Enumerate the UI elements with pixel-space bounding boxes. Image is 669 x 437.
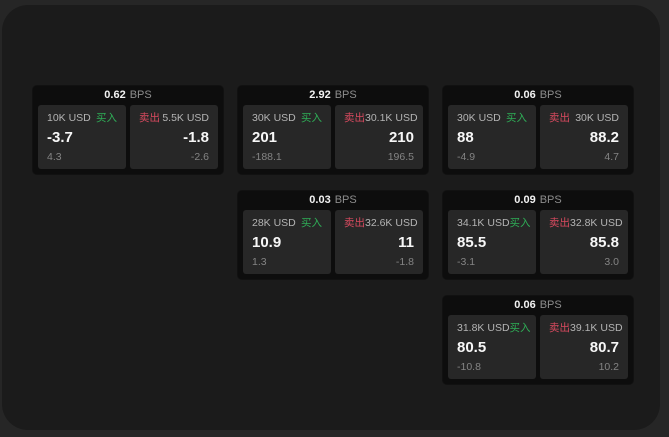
- quote-card: 0.09 BPS 34.1K USD 买入 85.5 -3.1 卖出 32.8K…: [443, 191, 633, 279]
- sell-delta-value: -1.8: [395, 256, 414, 268]
- bps-header: 0.62 BPS: [33, 86, 223, 105]
- buy-price-value: 80.5: [457, 338, 487, 356]
- bps-value: 0.06: [514, 299, 536, 311]
- sell-delta-value: 4.7: [604, 151, 619, 163]
- sell-tag: 卖出: [344, 112, 365, 124]
- buy-delta-value: 4.3: [47, 151, 62, 163]
- quote-card-grid: 0.62 BPS 10K USD 买入 -3.7 4.3 卖出 5.5K USD…: [33, 86, 633, 384]
- buy-tag: 买入: [301, 112, 322, 124]
- buy-notional-label: 34.1K USD: [457, 217, 510, 229]
- sell-tag: 卖出: [139, 112, 160, 124]
- quote-card: 0.03 BPS 28K USD 买入 10.9 1.3 卖出 32.6K US…: [238, 191, 428, 279]
- buy-delta-value: -4.9: [457, 151, 476, 163]
- bps-value: 0.06: [514, 89, 536, 101]
- buy-price-value: 201: [252, 128, 278, 146]
- sell-tag: 卖出: [549, 322, 570, 334]
- buy-notional-label: 10K USD: [47, 112, 91, 124]
- bps-header: 0.06 BPS: [443, 296, 633, 315]
- sell-price-value: 88.2: [589, 128, 619, 146]
- sell-tag: 卖出: [344, 217, 365, 229]
- sell-panel[interactable]: 卖出 32.6K USD 11 -1.8: [335, 210, 423, 274]
- buy-delta-value: -188.1: [252, 151, 282, 163]
- buy-delta-value: -3.1: [457, 256, 476, 268]
- buy-delta-value: -10.8: [457, 361, 481, 373]
- bps-unit-label: BPS: [129, 89, 152, 101]
- bps-value: 0.09: [514, 194, 536, 206]
- bps-unit-label: BPS: [539, 299, 562, 311]
- buy-notional-label: 28K USD: [252, 217, 296, 229]
- buy-tag: 买入: [509, 322, 531, 334]
- buy-tag: 买入: [301, 217, 322, 229]
- bps-value: 0.03: [309, 194, 331, 206]
- buy-notional-label: 30K USD: [252, 112, 296, 124]
- quote-card: 0.62 BPS 10K USD 买入 -3.7 4.3 卖出 5.5K USD…: [33, 86, 223, 174]
- buy-panel[interactable]: 28K USD 买入 10.9 1.3: [243, 210, 331, 274]
- sell-price-value: -1.8: [183, 128, 209, 146]
- sell-delta-value: 196.5: [387, 151, 414, 163]
- sell-panel[interactable]: 卖出 30.1K USD 210 196.5: [335, 105, 423, 169]
- sell-notional-label: 30K USD: [575, 112, 619, 124]
- buy-price-value: 88: [457, 128, 474, 146]
- buy-tag: 买入: [96, 112, 117, 124]
- sell-notional-label: 32.6K USD: [365, 217, 418, 229]
- buy-panel[interactable]: 30K USD 买入 201 -188.1: [243, 105, 331, 169]
- sell-notional-label: 39.1K USD: [570, 322, 623, 334]
- quote-card: 0.06 BPS 30K USD 买入 88 -4.9 卖出 30K USD 8…: [443, 86, 633, 174]
- sell-notional-label: 32.8K USD: [570, 217, 623, 229]
- bps-header: 2.92 BPS: [238, 86, 428, 105]
- bps-unit-label: BPS: [539, 89, 562, 101]
- buy-price-value: 10.9: [252, 233, 282, 251]
- sell-notional-label: 5.5K USD: [162, 112, 209, 124]
- sell-price-value: 80.7: [589, 338, 619, 356]
- bps-unit-label: BPS: [334, 89, 357, 101]
- buy-panel[interactable]: 10K USD 买入 -3.7 4.3: [38, 105, 126, 169]
- bps-value: 0.62: [104, 89, 126, 101]
- buy-notional-label: 30K USD: [457, 112, 501, 124]
- sell-tag: 卖出: [549, 112, 570, 124]
- bps-header: 0.09 BPS: [443, 191, 633, 210]
- buy-tag: 买入: [506, 112, 527, 124]
- sell-tag: 卖出: [549, 217, 570, 229]
- buy-panel[interactable]: 30K USD 买入 88 -4.9: [448, 105, 536, 169]
- bps-unit-label: BPS: [334, 194, 357, 206]
- buy-price-value: -3.7: [47, 128, 73, 146]
- sell-panel[interactable]: 卖出 32.8K USD 85.8 3.0: [540, 210, 628, 274]
- sell-delta-value: 3.0: [604, 256, 619, 268]
- bps-header: 0.03 BPS: [238, 191, 428, 210]
- bps-value: 2.92: [309, 89, 331, 101]
- buy-panel[interactable]: 34.1K USD 买入 85.5 -3.1: [448, 210, 536, 274]
- sell-price-value: 11: [398, 233, 414, 251]
- buy-tag: 买入: [509, 217, 531, 229]
- sell-panel[interactable]: 卖出 5.5K USD -1.8 -2.6: [130, 105, 218, 169]
- bps-unit-label: BPS: [539, 194, 562, 206]
- sell-panel[interactable]: 卖出 30K USD 88.2 4.7: [540, 105, 628, 169]
- sell-panel[interactable]: 卖出 39.1K USD 80.7 10.2: [540, 315, 628, 379]
- bps-header: 0.06 BPS: [443, 86, 633, 105]
- sell-delta-value: -2.6: [190, 151, 209, 163]
- quote-card: 2.92 BPS 30K USD 买入 201 -188.1 卖出 30.1K …: [238, 86, 428, 174]
- sell-price-value: 85.8: [589, 233, 619, 251]
- buy-notional-label: 31.8K USD: [457, 322, 510, 334]
- sell-price-value: 210: [388, 128, 414, 146]
- sell-delta-value: 10.2: [598, 361, 619, 373]
- buy-panel[interactable]: 31.8K USD 买入 80.5 -10.8: [448, 315, 536, 379]
- quote-card: 0.06 BPS 31.8K USD 买入 80.5 -10.8 卖出 39.1…: [443, 296, 633, 384]
- buy-price-value: 85.5: [457, 233, 487, 251]
- buy-delta-value: 1.3: [252, 256, 267, 268]
- sell-notional-label: 30.1K USD: [365, 112, 418, 124]
